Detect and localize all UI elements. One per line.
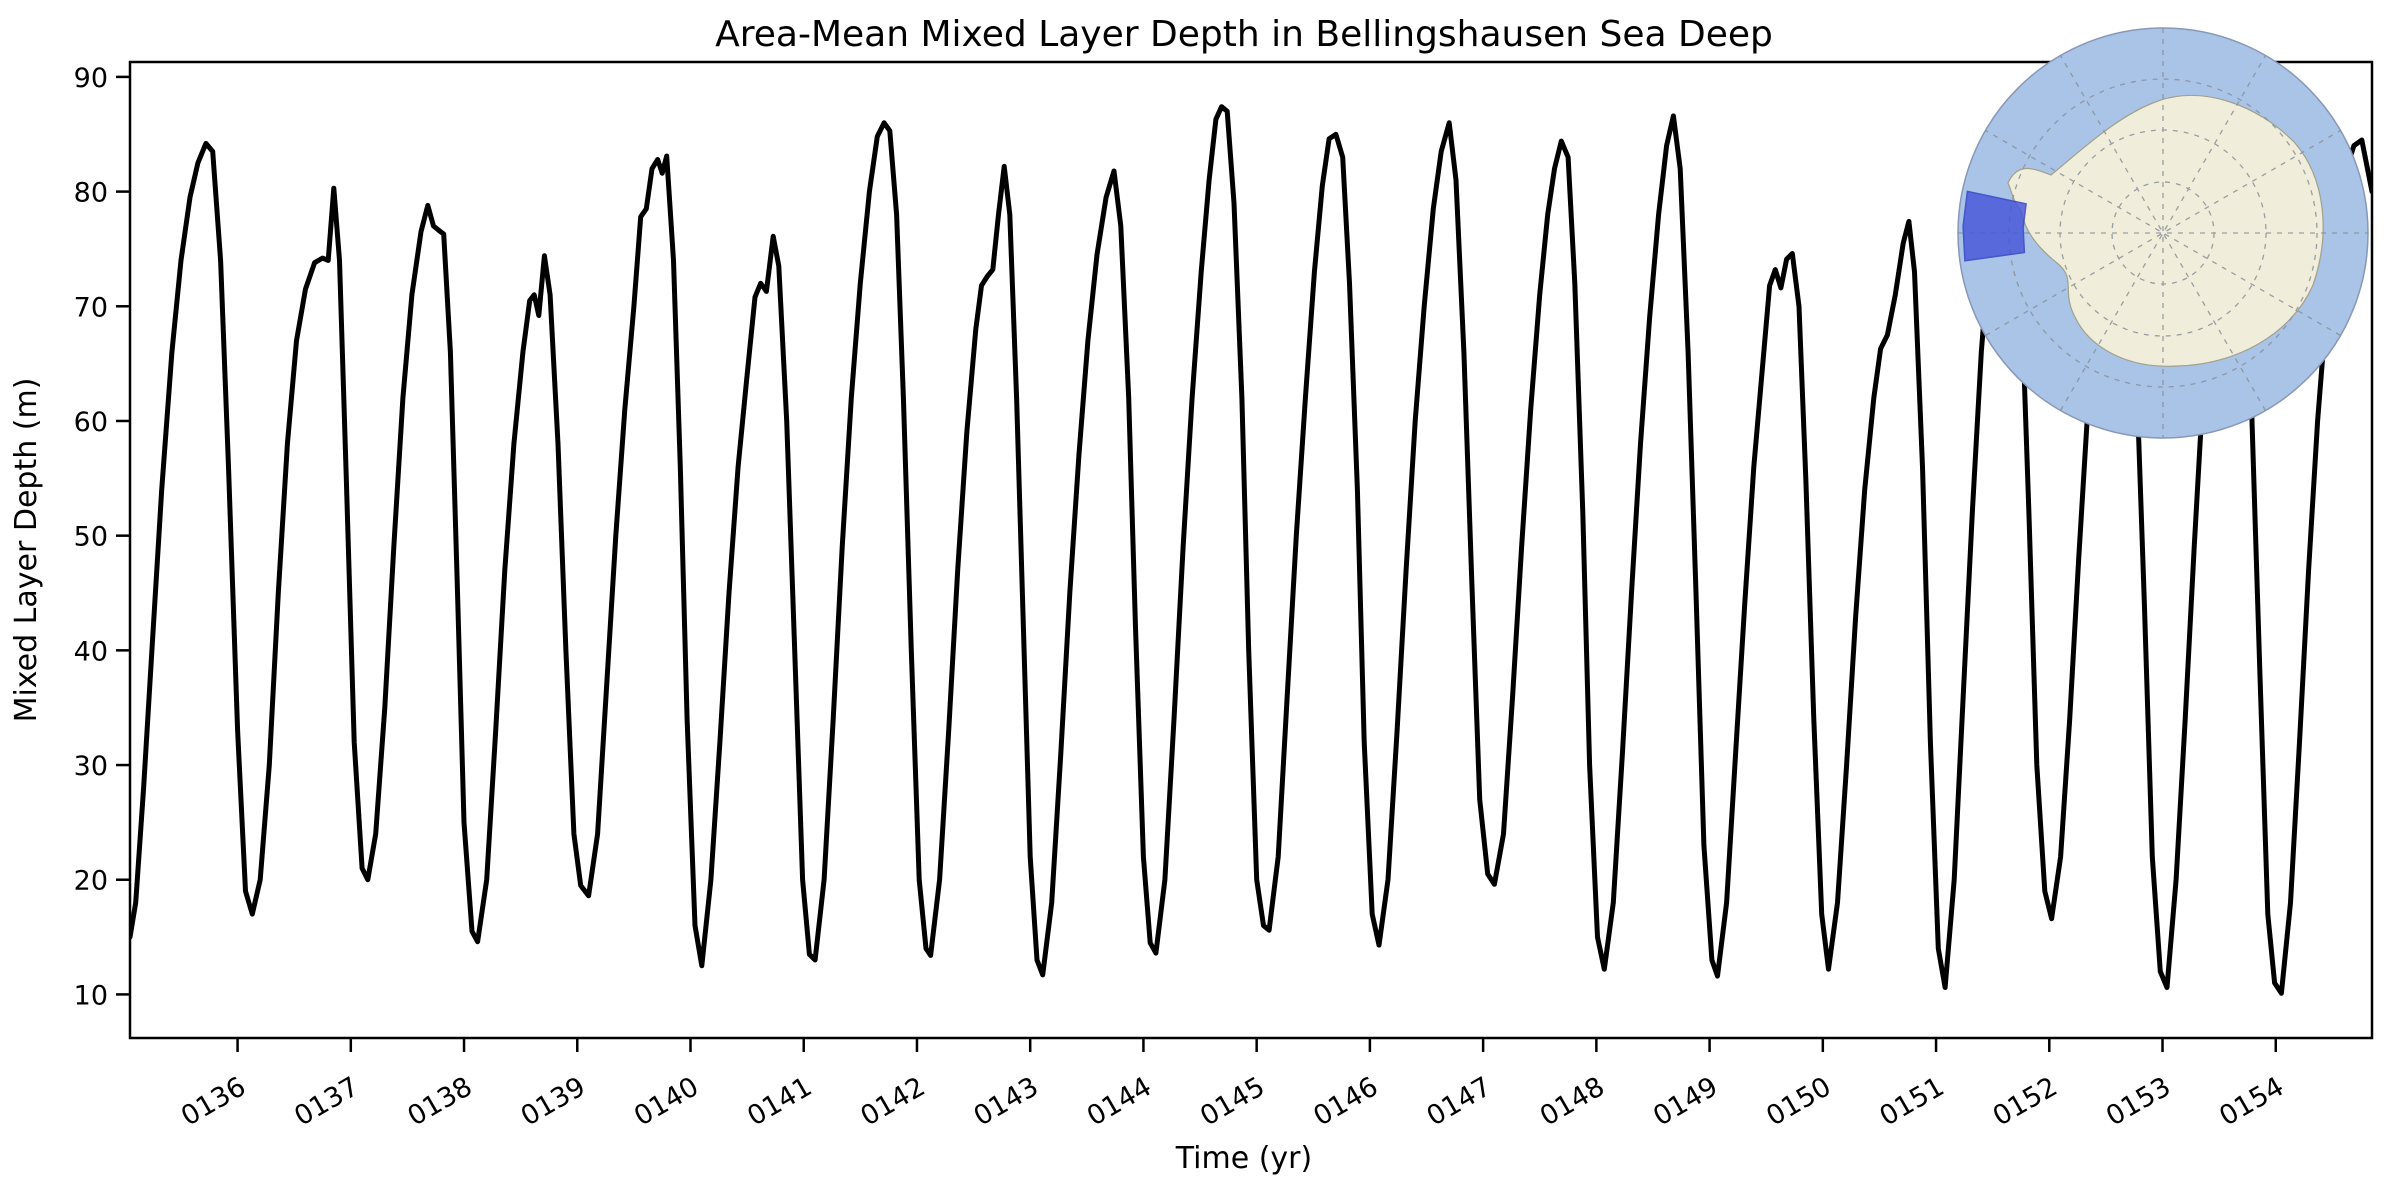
x-tick-label: 0153 bbox=[2101, 1071, 2176, 1132]
x-tick-label: 0146 bbox=[1308, 1071, 1383, 1132]
inset-graticule bbox=[1958, 28, 2368, 438]
x-tick-label: 0145 bbox=[1195, 1071, 1270, 1132]
y-tick-label: 50 bbox=[74, 522, 108, 553]
x-tick-label: 0137 bbox=[289, 1071, 364, 1132]
x-tick-label: 0139 bbox=[516, 1071, 591, 1132]
y-tick-label: 80 bbox=[74, 178, 108, 209]
inset-map bbox=[1957, 27, 2369, 439]
x-tick-label: 0154 bbox=[2214, 1071, 2289, 1132]
x-tick-label: 0144 bbox=[1082, 1071, 1157, 1132]
axes-frame bbox=[128, 60, 2374, 1040]
x-tick-label: 0148 bbox=[1535, 1071, 1610, 1132]
y-tick-label: 60 bbox=[74, 407, 108, 438]
y-tick-label: 10 bbox=[74, 980, 108, 1011]
x-tick-label: 0150 bbox=[1761, 1071, 1836, 1132]
x-tick-label: 0141 bbox=[742, 1071, 817, 1132]
x-tick-label: 0140 bbox=[629, 1071, 704, 1132]
x-tick-label: 0136 bbox=[176, 1071, 251, 1132]
chart-title: Area-Mean Mixed Layer Depth in Bellingsh… bbox=[715, 14, 1773, 55]
y-tick-label: 70 bbox=[74, 292, 108, 323]
y-tick-label: 40 bbox=[74, 636, 108, 667]
mixed-layer-depth-line bbox=[130, 104, 2372, 996]
y-axis-label: Mixed Layer Depth (m) bbox=[9, 378, 44, 723]
x-tick-label: 0152 bbox=[1988, 1071, 2063, 1132]
x-tick-label: 0138 bbox=[403, 1071, 478, 1132]
x-tick-label: 0151 bbox=[1875, 1071, 1950, 1132]
x-axis-label: Time (yr) bbox=[1175, 1141, 1312, 1176]
x-tick-label: 0149 bbox=[1648, 1071, 1723, 1132]
y-tick-label: 30 bbox=[74, 751, 108, 782]
y-tick-label: 90 bbox=[74, 63, 108, 94]
x-tick-label: 0142 bbox=[855, 1071, 930, 1132]
x-tick-label: 0147 bbox=[1422, 1071, 1497, 1132]
region-highlight bbox=[1962, 190, 2027, 262]
y-tick-label: 20 bbox=[74, 866, 108, 897]
x-tick-label: 0143 bbox=[969, 1071, 1044, 1132]
